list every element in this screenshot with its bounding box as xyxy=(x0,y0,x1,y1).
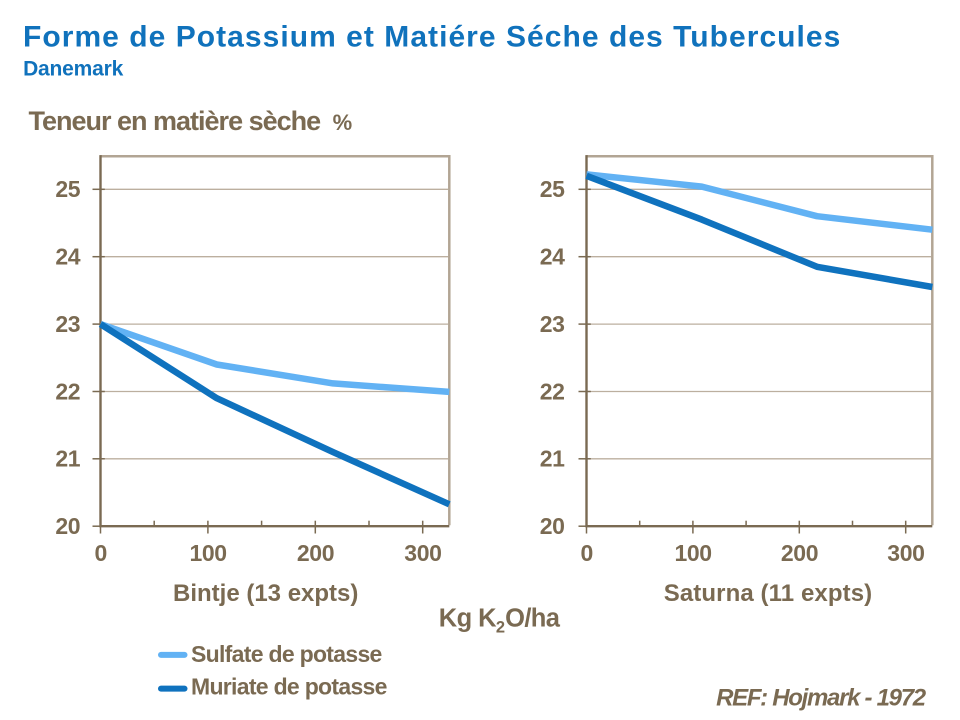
svg-text:Saturna (11 expts): Saturna (11 expts) xyxy=(664,580,873,607)
svg-text:Danemark: Danemark xyxy=(23,58,123,81)
svg-text:0: 0 xyxy=(580,540,592,566)
svg-text:300: 300 xyxy=(404,540,441,566)
svg-text:23: 23 xyxy=(540,311,565,337)
svg-text:300: 300 xyxy=(887,540,924,566)
svg-text:0: 0 xyxy=(94,540,106,566)
svg-text:200: 200 xyxy=(297,540,334,566)
svg-text:24: 24 xyxy=(540,244,565,270)
svg-text:23: 23 xyxy=(55,311,80,337)
svg-text:21: 21 xyxy=(540,446,565,472)
svg-text:20: 20 xyxy=(55,513,80,539)
svg-text:25: 25 xyxy=(540,176,565,202)
svg-text:24: 24 xyxy=(55,244,80,270)
svg-text:20: 20 xyxy=(540,513,565,539)
svg-text:Muriate de potasse: Muriate de potasse xyxy=(191,673,387,699)
svg-text:Sulfate de potasse: Sulfate de potasse xyxy=(191,641,382,667)
svg-text:21: 21 xyxy=(55,446,80,472)
svg-text:Kg K2O/ha: Kg K2O/ha xyxy=(439,605,561,637)
svg-text:Forme de Potassium et Matiére: Forme de Potassium et Matiére Séche des … xyxy=(23,21,841,54)
svg-text:Teneur en matière sèche%: Teneur en matière sèche% xyxy=(29,106,353,136)
svg-text:REF: Hojmark - 1972: REF: Hojmark - 1972 xyxy=(716,685,927,712)
svg-text:200: 200 xyxy=(781,540,818,566)
svg-text:100: 100 xyxy=(675,540,712,566)
svg-text:22: 22 xyxy=(55,378,80,404)
svg-text:25: 25 xyxy=(55,176,80,202)
svg-text:100: 100 xyxy=(190,540,227,566)
svg-text:22: 22 xyxy=(540,378,565,404)
svg-text:Bintje (13 expts): Bintje (13 expts) xyxy=(173,580,358,607)
